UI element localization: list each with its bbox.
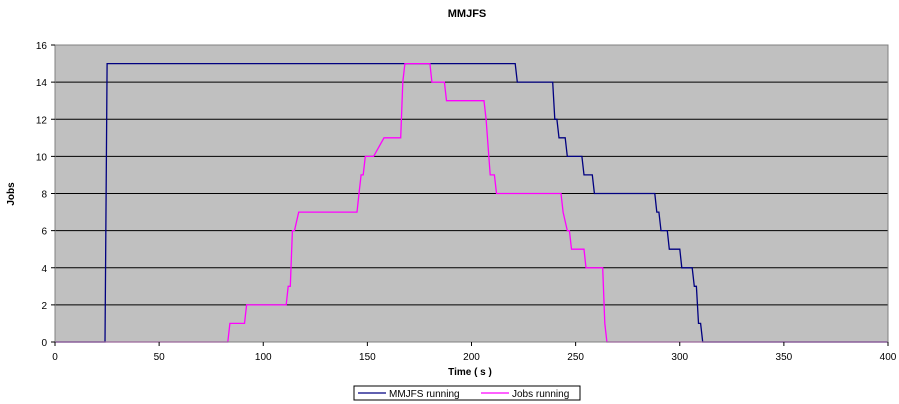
y-tick-label: 2 bbox=[41, 301, 47, 312]
y-tick-label: 14 bbox=[36, 78, 48, 89]
x-axis-label: Time ( s ) bbox=[448, 367, 492, 378]
legend-box bbox=[353, 385, 581, 401]
series-line-jobs-running bbox=[55, 62, 888, 343]
x-tick-label: 400 bbox=[880, 352, 897, 363]
y-tick-label: 8 bbox=[41, 190, 47, 201]
y-tick-label: 12 bbox=[36, 115, 48, 126]
x-tick-labels: 0 50 100 150 200 250 300 350 400 bbox=[52, 342, 897, 363]
x-tick-label: 300 bbox=[671, 352, 688, 363]
x-tick-label: 100 bbox=[255, 352, 272, 363]
y-tick-label: 16 bbox=[36, 41, 48, 52]
x-tick-label: 0 bbox=[52, 352, 58, 363]
series-group bbox=[55, 62, 888, 343]
x-tick-label: 200 bbox=[463, 352, 480, 363]
y-axis-label: Jobs bbox=[6, 182, 17, 206]
y-tick-label: 4 bbox=[41, 264, 47, 275]
x-tick-label: 250 bbox=[567, 352, 584, 363]
y-tick-label: 0 bbox=[41, 338, 47, 349]
legend-label-jobs: Jobs running bbox=[512, 389, 569, 400]
legend-label-mmjfs: MMJFS running bbox=[389, 389, 460, 400]
y-tick-label: 10 bbox=[36, 152, 48, 163]
y-tick-label: 6 bbox=[41, 227, 47, 238]
series-line-mmjfs-running bbox=[55, 62, 888, 343]
y-tick-labels: 0 2 4 6 8 10 12 14 16 bbox=[36, 41, 55, 349]
x-tick-label: 50 bbox=[154, 352, 166, 363]
x-tick-label: 350 bbox=[776, 352, 793, 363]
legend: MMJFS running Jobs running bbox=[353, 385, 581, 401]
x-tick-label: 150 bbox=[359, 352, 376, 363]
chart-title: MMJFS bbox=[448, 8, 487, 20]
